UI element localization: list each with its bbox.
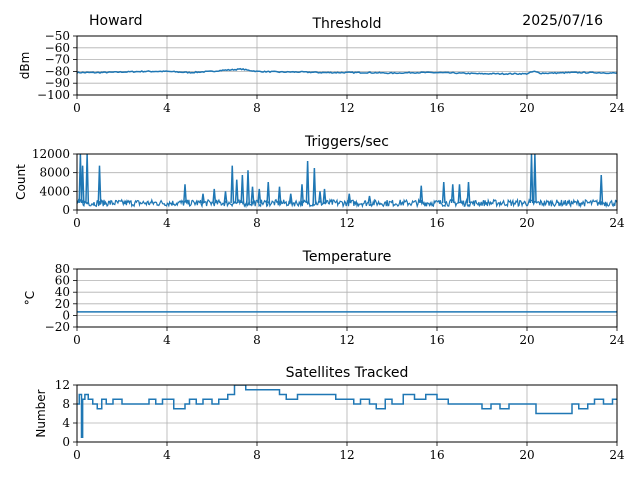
panel4-xtick-label: 0	[73, 448, 81, 462]
panel2-xtick-label: 0	[73, 216, 81, 230]
panel2-spike	[312, 167, 317, 204]
panel2-xtick-label: 4	[163, 216, 171, 230]
date-label: 2025/07/16	[522, 13, 603, 29]
panel2-spike	[80, 165, 85, 204]
panel2-xtick-label: 24	[609, 216, 625, 230]
panel2-spike	[266, 181, 271, 204]
panel1-xtick-label: 0	[73, 101, 81, 115]
panel4-xtick-label: 20	[519, 448, 534, 462]
panel4-xtick-label: 4	[163, 448, 171, 462]
panel3-xtick-label: 4	[163, 333, 171, 347]
panel4-title: Satellites Tracked	[286, 365, 409, 381]
panel3-ytick-label: 80	[55, 262, 70, 276]
panel1-xtick-label: 16	[429, 101, 444, 115]
panel2-spike	[305, 160, 310, 204]
panel4-ylabel: Number	[34, 389, 48, 437]
panel2-spike	[257, 188, 262, 204]
panel2-spike	[532, 154, 537, 204]
panel1-ytick-label: −90	[45, 76, 70, 90]
panel3-ytick-label: 20	[55, 297, 70, 311]
panel3-ytick-label: 60	[55, 274, 70, 288]
panel2-ytick-label: 8000	[39, 166, 70, 180]
panel3-xtick-label: 0	[73, 333, 81, 347]
panel4-ytick-label: 8	[62, 397, 70, 411]
panel1-ytick-label: −80	[45, 64, 70, 78]
panel2-spike	[277, 186, 282, 204]
panel2-spike	[234, 179, 239, 204]
panel2-spike	[466, 181, 471, 204]
panel1-ytick-label: −100	[37, 88, 70, 102]
panel1-ytick-label: −60	[45, 41, 70, 55]
panel3-xtick-label: 12	[339, 333, 354, 347]
panel3-xtick-label: 20	[519, 333, 534, 347]
panel2-ytick-label: 12000	[32, 147, 70, 161]
panel1-xtick-label: 8	[253, 101, 261, 115]
panel2-series-line	[77, 197, 617, 209]
panel2-spike	[347, 193, 352, 204]
panel3-ytick-label: −20	[45, 320, 70, 334]
station-label: Howard	[89, 13, 143, 29]
panel2-spike	[250, 186, 255, 204]
panel2-spike	[300, 184, 304, 204]
panel2-spike	[201, 193, 205, 204]
panel2-title: Triggers/sec	[304, 134, 389, 150]
panel2-spike	[318, 191, 322, 204]
panel2-ytick-label: 4000	[39, 184, 70, 198]
panel1-ylabel: dBm	[18, 52, 32, 80]
panel3-xtick-label: 24	[609, 333, 625, 347]
panel2-spike	[367, 195, 372, 204]
panel1-ytick-label: −70	[45, 53, 70, 67]
panel2-spike	[78, 154, 83, 204]
panel2-spike	[223, 191, 228, 204]
panel3-ytick-label: 40	[55, 285, 70, 299]
panel2-xtick-label: 16	[429, 216, 444, 230]
panel2-ylabel: Count	[14, 164, 28, 200]
panel2-xtick-label: 20	[519, 216, 534, 230]
panel4-xtick-label: 16	[429, 448, 444, 462]
panel1-series-line	[77, 67, 617, 76]
panel1-xtick-label: 24	[609, 101, 625, 115]
panel2-spike	[419, 185, 424, 204]
panel2-spike	[97, 165, 102, 204]
panel2-spike	[230, 165, 235, 204]
panel2-spike	[599, 174, 604, 204]
panel3-xtick-label: 8	[253, 333, 261, 347]
panel4-xtick-label: 8	[253, 448, 261, 462]
panel4-ytick-label: 12	[55, 378, 70, 392]
panel2-xtick-label: 8	[253, 216, 261, 230]
panel2-xtick-label: 12	[339, 216, 354, 230]
panel1-title: Threshold	[312, 16, 382, 32]
panel3-ytick-label: 0	[62, 308, 70, 322]
panel2-ytick-label: 0	[62, 203, 70, 217]
panel1-xtick-label: 20	[519, 101, 534, 115]
panel4-series-line	[77, 385, 617, 438]
panel2-spike	[322, 188, 327, 204]
panel2-spike	[450, 184, 455, 204]
panel3-title: Temperature	[302, 249, 392, 265]
panel2-spike	[441, 181, 446, 204]
panel2-spike	[183, 184, 187, 204]
panel1-ytick-label: −50	[45, 29, 70, 43]
panel1-xtick-label: 12	[339, 101, 354, 115]
panel4-ytick-label: 4	[62, 416, 70, 430]
panel4-ytick-label: 0	[62, 435, 70, 449]
panel3-xtick-label: 16	[429, 333, 444, 347]
panel2-spike	[246, 170, 250, 204]
panel2-spike	[457, 184, 462, 204]
panel2-spike	[212, 188, 217, 204]
panel4-xtick-label: 24	[609, 448, 625, 462]
panel2-spike	[85, 154, 90, 204]
panel2-spike	[529, 154, 534, 204]
panel1-xtick-label: 4	[163, 101, 171, 115]
panel2-spike	[288, 193, 293, 204]
panel4-xtick-label: 12	[339, 448, 354, 462]
panel3-ylabel: °C	[23, 291, 37, 305]
panel2-spike	[240, 174, 245, 204]
